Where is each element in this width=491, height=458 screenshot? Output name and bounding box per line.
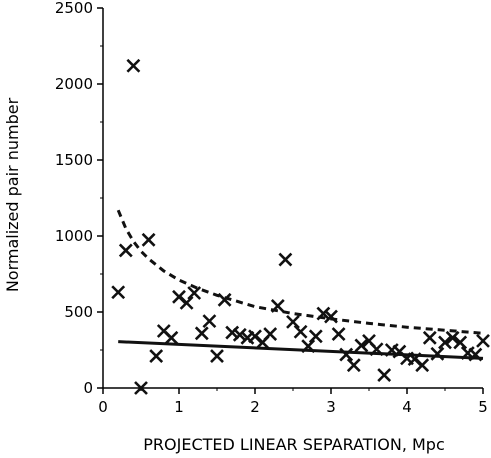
data-point-x-marker [278, 252, 293, 267]
data-point-x-marker [263, 327, 278, 341]
data-point-x-marker [316, 306, 331, 321]
data-point-x-marker [293, 324, 308, 339]
data-point-x-marker [476, 333, 490, 348]
data-point-x-marker [149, 349, 164, 363]
data-point-x-marker [308, 329, 323, 344]
data-point-x-marker [187, 286, 202, 300]
data-point-x-marker [164, 330, 179, 345]
data-point-x-marker [415, 358, 430, 373]
points-layer [111, 58, 490, 395]
data-point-x-marker [118, 243, 133, 258]
data-point-x-marker [202, 314, 217, 329]
y-tick-label: 1500 [55, 151, 93, 169]
data-point-x-marker [453, 335, 468, 350]
data-point-x-marker [354, 338, 369, 353]
y-axis-title: Normalized pair number [3, 97, 22, 292]
data-point-x-marker [301, 339, 316, 354]
data-point-x-marker [217, 292, 232, 307]
data-point-x-marker [210, 349, 224, 363]
data-point-x-marker [194, 326, 209, 341]
y-tick-label: 1000 [55, 227, 93, 245]
y-tick-label: 2500 [55, 0, 93, 17]
data-point-x-marker [339, 347, 354, 362]
data-point-x-marker [438, 335, 452, 350]
x-tick-label: 3 [326, 398, 336, 416]
data-point-x-marker [377, 368, 392, 382]
x-tick-label: 2 [250, 398, 260, 416]
data-point-x-marker [331, 327, 346, 341]
x-tick-label: 5 [478, 398, 488, 416]
x-tick-label: 1 [174, 398, 184, 416]
data-point-x-marker [468, 347, 483, 362]
data-point-x-marker [225, 325, 240, 340]
data-point-x-marker [141, 232, 156, 247]
x-tick-label: 4 [402, 398, 412, 416]
data-point-x-marker [179, 295, 194, 310]
data-point-x-marker [232, 327, 247, 342]
dashed-fit-line [116, 209, 484, 335]
data-point-x-marker [111, 285, 126, 300]
data-point-x-marker [346, 358, 361, 373]
data-point-x-marker [286, 314, 300, 329]
y-tick-label: 2000 [55, 75, 93, 93]
series-layer [116, 209, 484, 360]
data-point-x-marker [422, 330, 437, 345]
data-point-x-marker [369, 342, 384, 357]
y-tick-label: 0 [83, 379, 93, 397]
data-point-x-marker [324, 309, 338, 324]
axes: 0 1 2 3 4 5 0 500 1000 1500 2000 2500 [55, 0, 488, 416]
x-axis-title: PROJECTED LINEAR SEPARATION, Mpc [143, 435, 445, 454]
solid-fit-line [118, 340, 484, 360]
x-tick-label: 0 [98, 398, 108, 416]
data-point-x-marker [134, 381, 148, 395]
data-point-x-marker [430, 346, 445, 361]
data-point-x-marker [445, 330, 460, 345]
y-tick-label: 500 [64, 303, 93, 321]
data-point-x-marker [270, 299, 285, 313]
data-point-x-marker [126, 58, 141, 73]
